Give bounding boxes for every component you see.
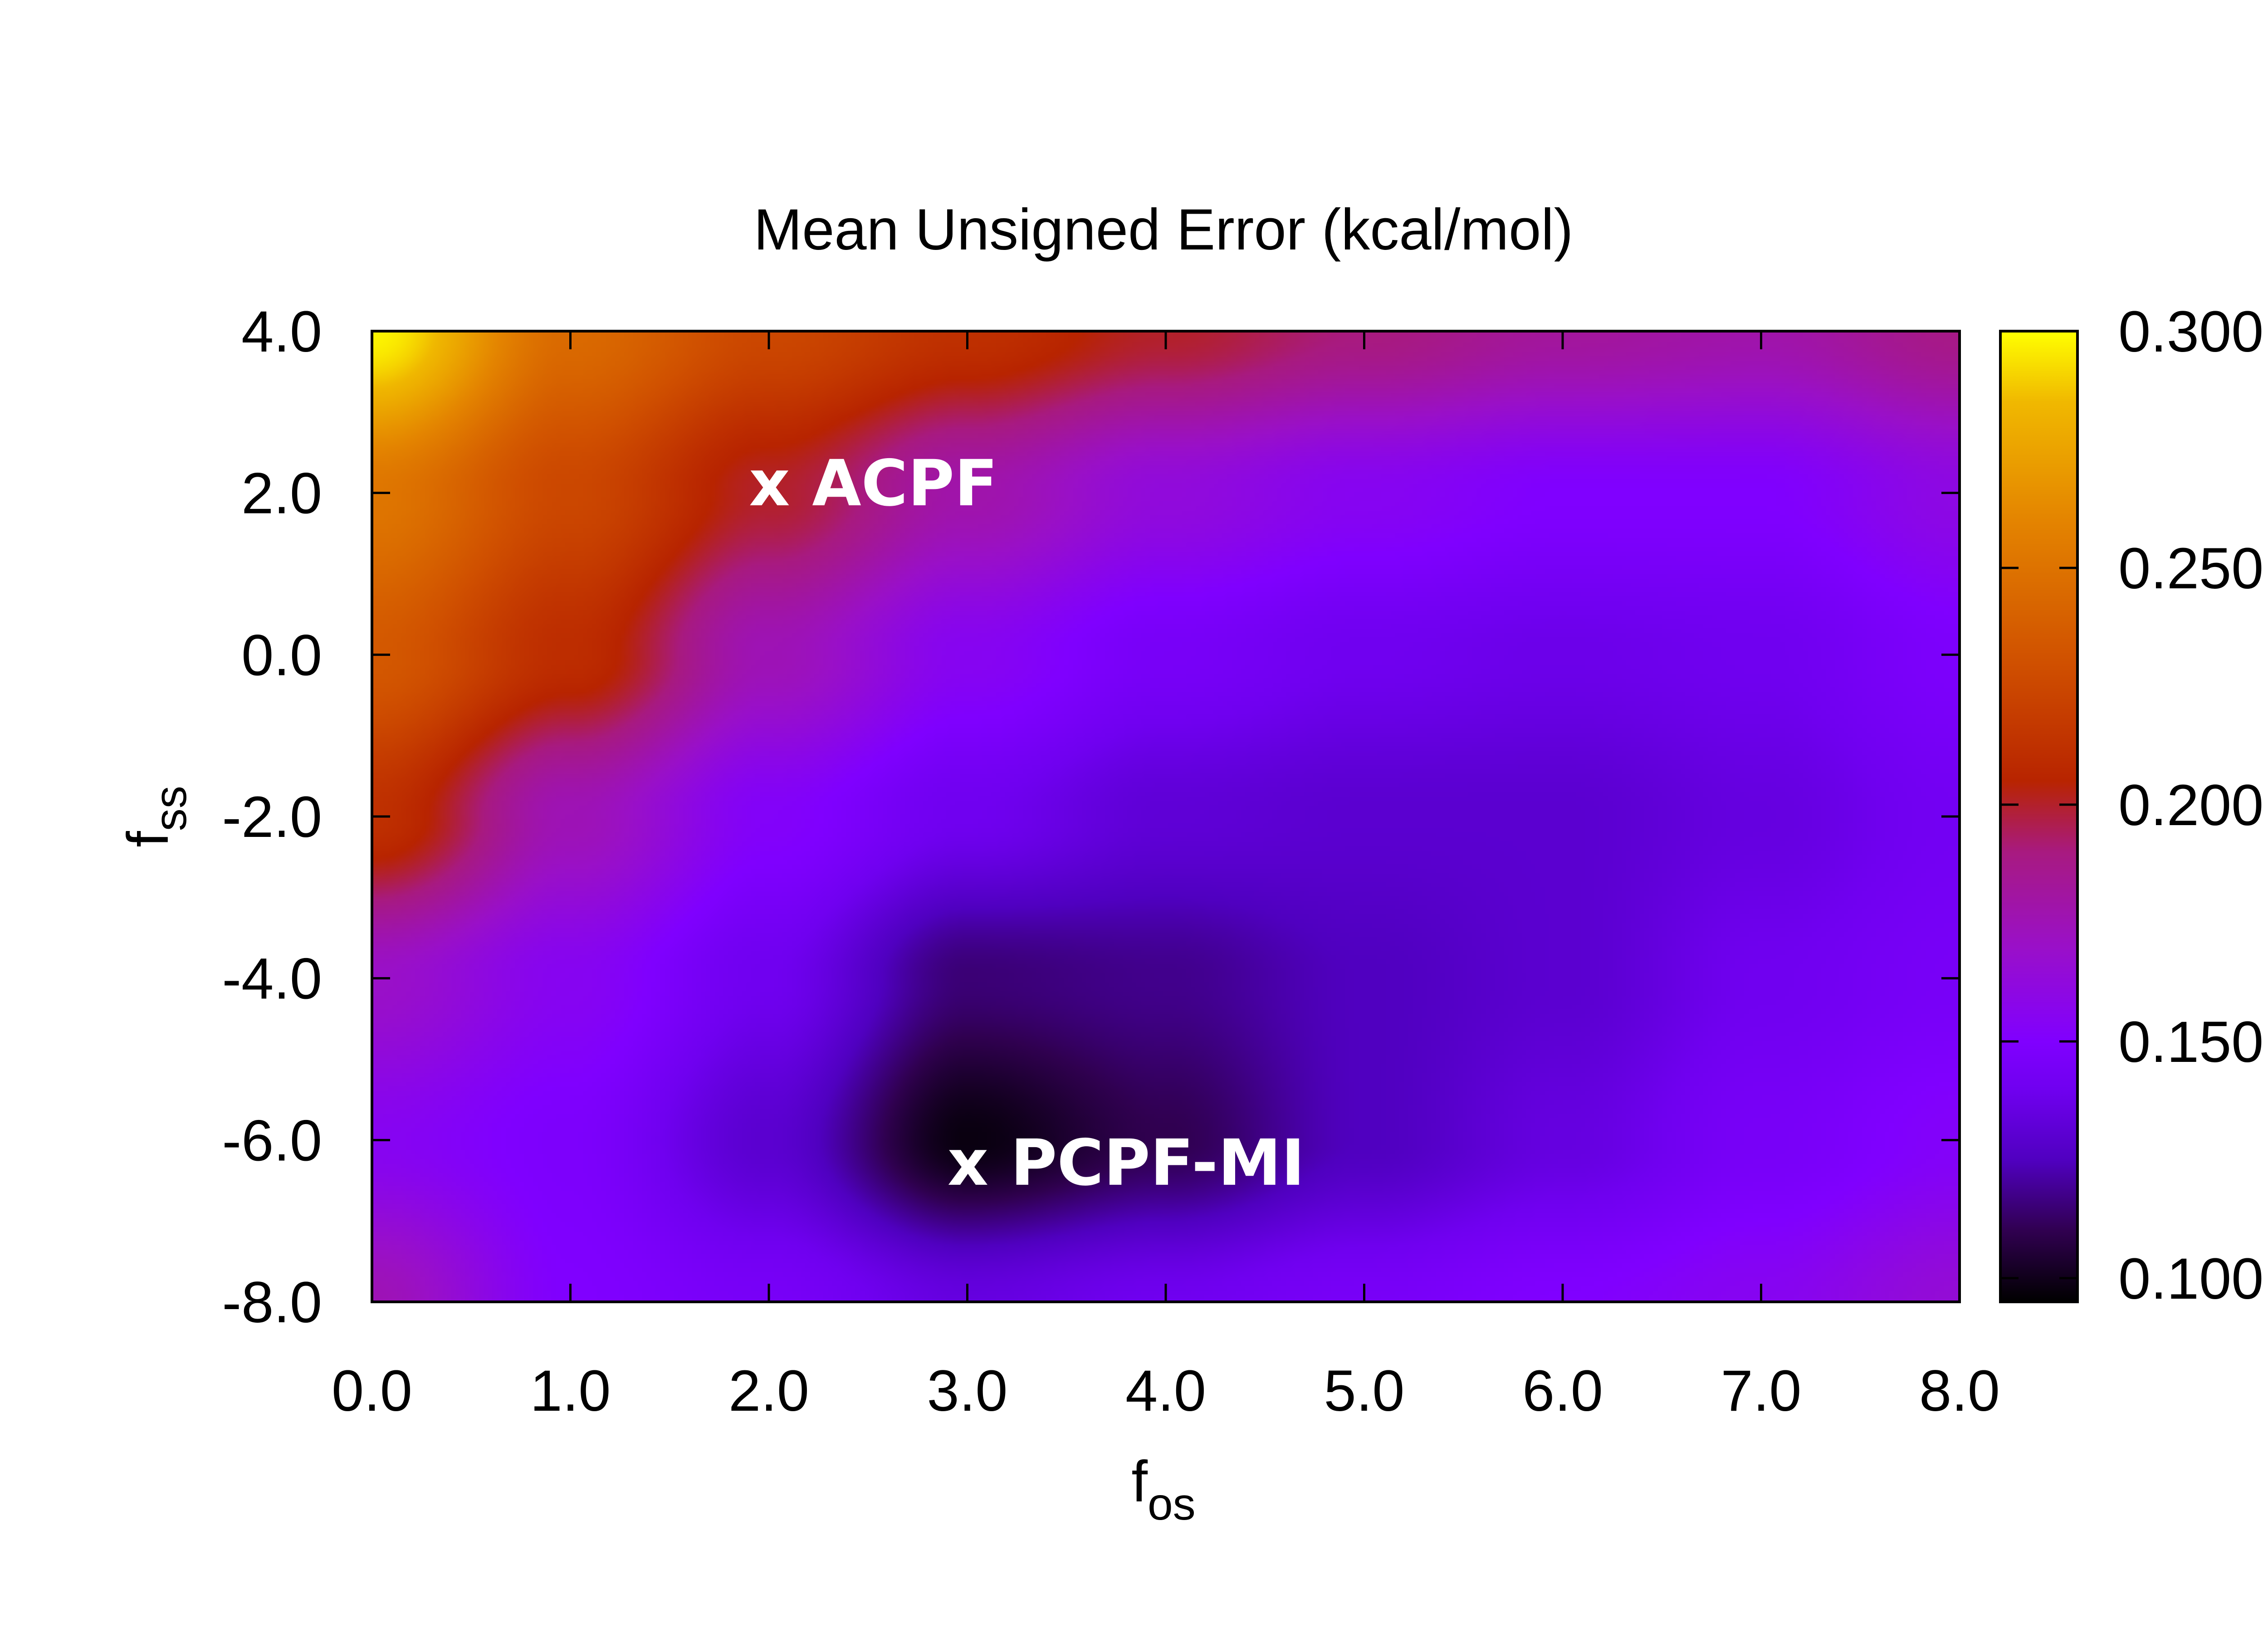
annotation-label: x PCPF-MI <box>948 1126 1305 1200</box>
annotation-label: x ACPF <box>749 447 997 521</box>
y-tick-label: -6.0 <box>222 1108 322 1173</box>
plot-area <box>372 331 1960 1302</box>
x-axis: 0.0 1.0 2.0 3.0 4.0 5.0 6.0 7.0 8.0 <box>332 331 2000 1423</box>
y-axis-label: fss <box>116 786 196 847</box>
colorbar: 0.300 0.250 0.200 0.150 0.100 <box>1999 299 2263 1311</box>
annotations: x ACPF x PCPF-MI <box>749 447 1305 1200</box>
y-axis: 4.0 2.0 0.0 -2.0 -4.0 -6.0 -8.0 <box>222 299 1960 1335</box>
y-tick-label: 2.0 <box>241 461 322 526</box>
colorbar-tick-label: 0.300 <box>2118 299 2263 364</box>
x-tick-label: 0.0 <box>332 1359 412 1423</box>
colorbar-ticks: 0.300 0.250 0.200 0.150 0.100 <box>2000 299 2263 1311</box>
x-axis-label-subscript: os <box>1148 1479 1196 1530</box>
x-axis-label: fos <box>1131 1449 1195 1530</box>
x-tick-label: 5.0 <box>1324 1359 1405 1423</box>
x-tick-label: 1.0 <box>530 1359 611 1423</box>
x-tick-label: 4.0 <box>1125 1359 1206 1423</box>
x-tick-label: 8.0 <box>1919 1359 2000 1423</box>
y-tick-label: -2.0 <box>222 785 322 850</box>
colorbar-frame <box>1999 330 2079 1303</box>
x-tick-label: 6.0 <box>1522 1359 1603 1423</box>
y-tick-label: -4.0 <box>222 947 322 1012</box>
y-tick-label: -8.0 <box>222 1270 322 1335</box>
x-tick-label: 2.0 <box>728 1359 809 1423</box>
colorbar-tick-label: 0.200 <box>2118 773 2263 838</box>
y-axis-label-base: f <box>116 831 181 847</box>
chart-title: Mean Unsigned Error (kcal/mol) <box>754 197 1574 262</box>
heatmap-surface <box>372 331 1960 1302</box>
colorbar-tick-label: 0.250 <box>2118 536 2263 601</box>
colorbar-tick-label: 0.100 <box>2118 1247 2263 1311</box>
y-tick-label: 0.0 <box>241 623 322 688</box>
x-axis-label-base: f <box>1131 1449 1148 1514</box>
y-tick-label: 4.0 <box>241 299 322 364</box>
colorbar-gradient <box>2000 331 2077 1302</box>
colorbar-tick-label: 0.150 <box>2118 1010 2263 1075</box>
x-tick-label: 7.0 <box>1721 1359 1802 1423</box>
y-axis-label-subscript: ss <box>145 786 196 831</box>
x-tick-label: 3.0 <box>927 1359 1008 1423</box>
